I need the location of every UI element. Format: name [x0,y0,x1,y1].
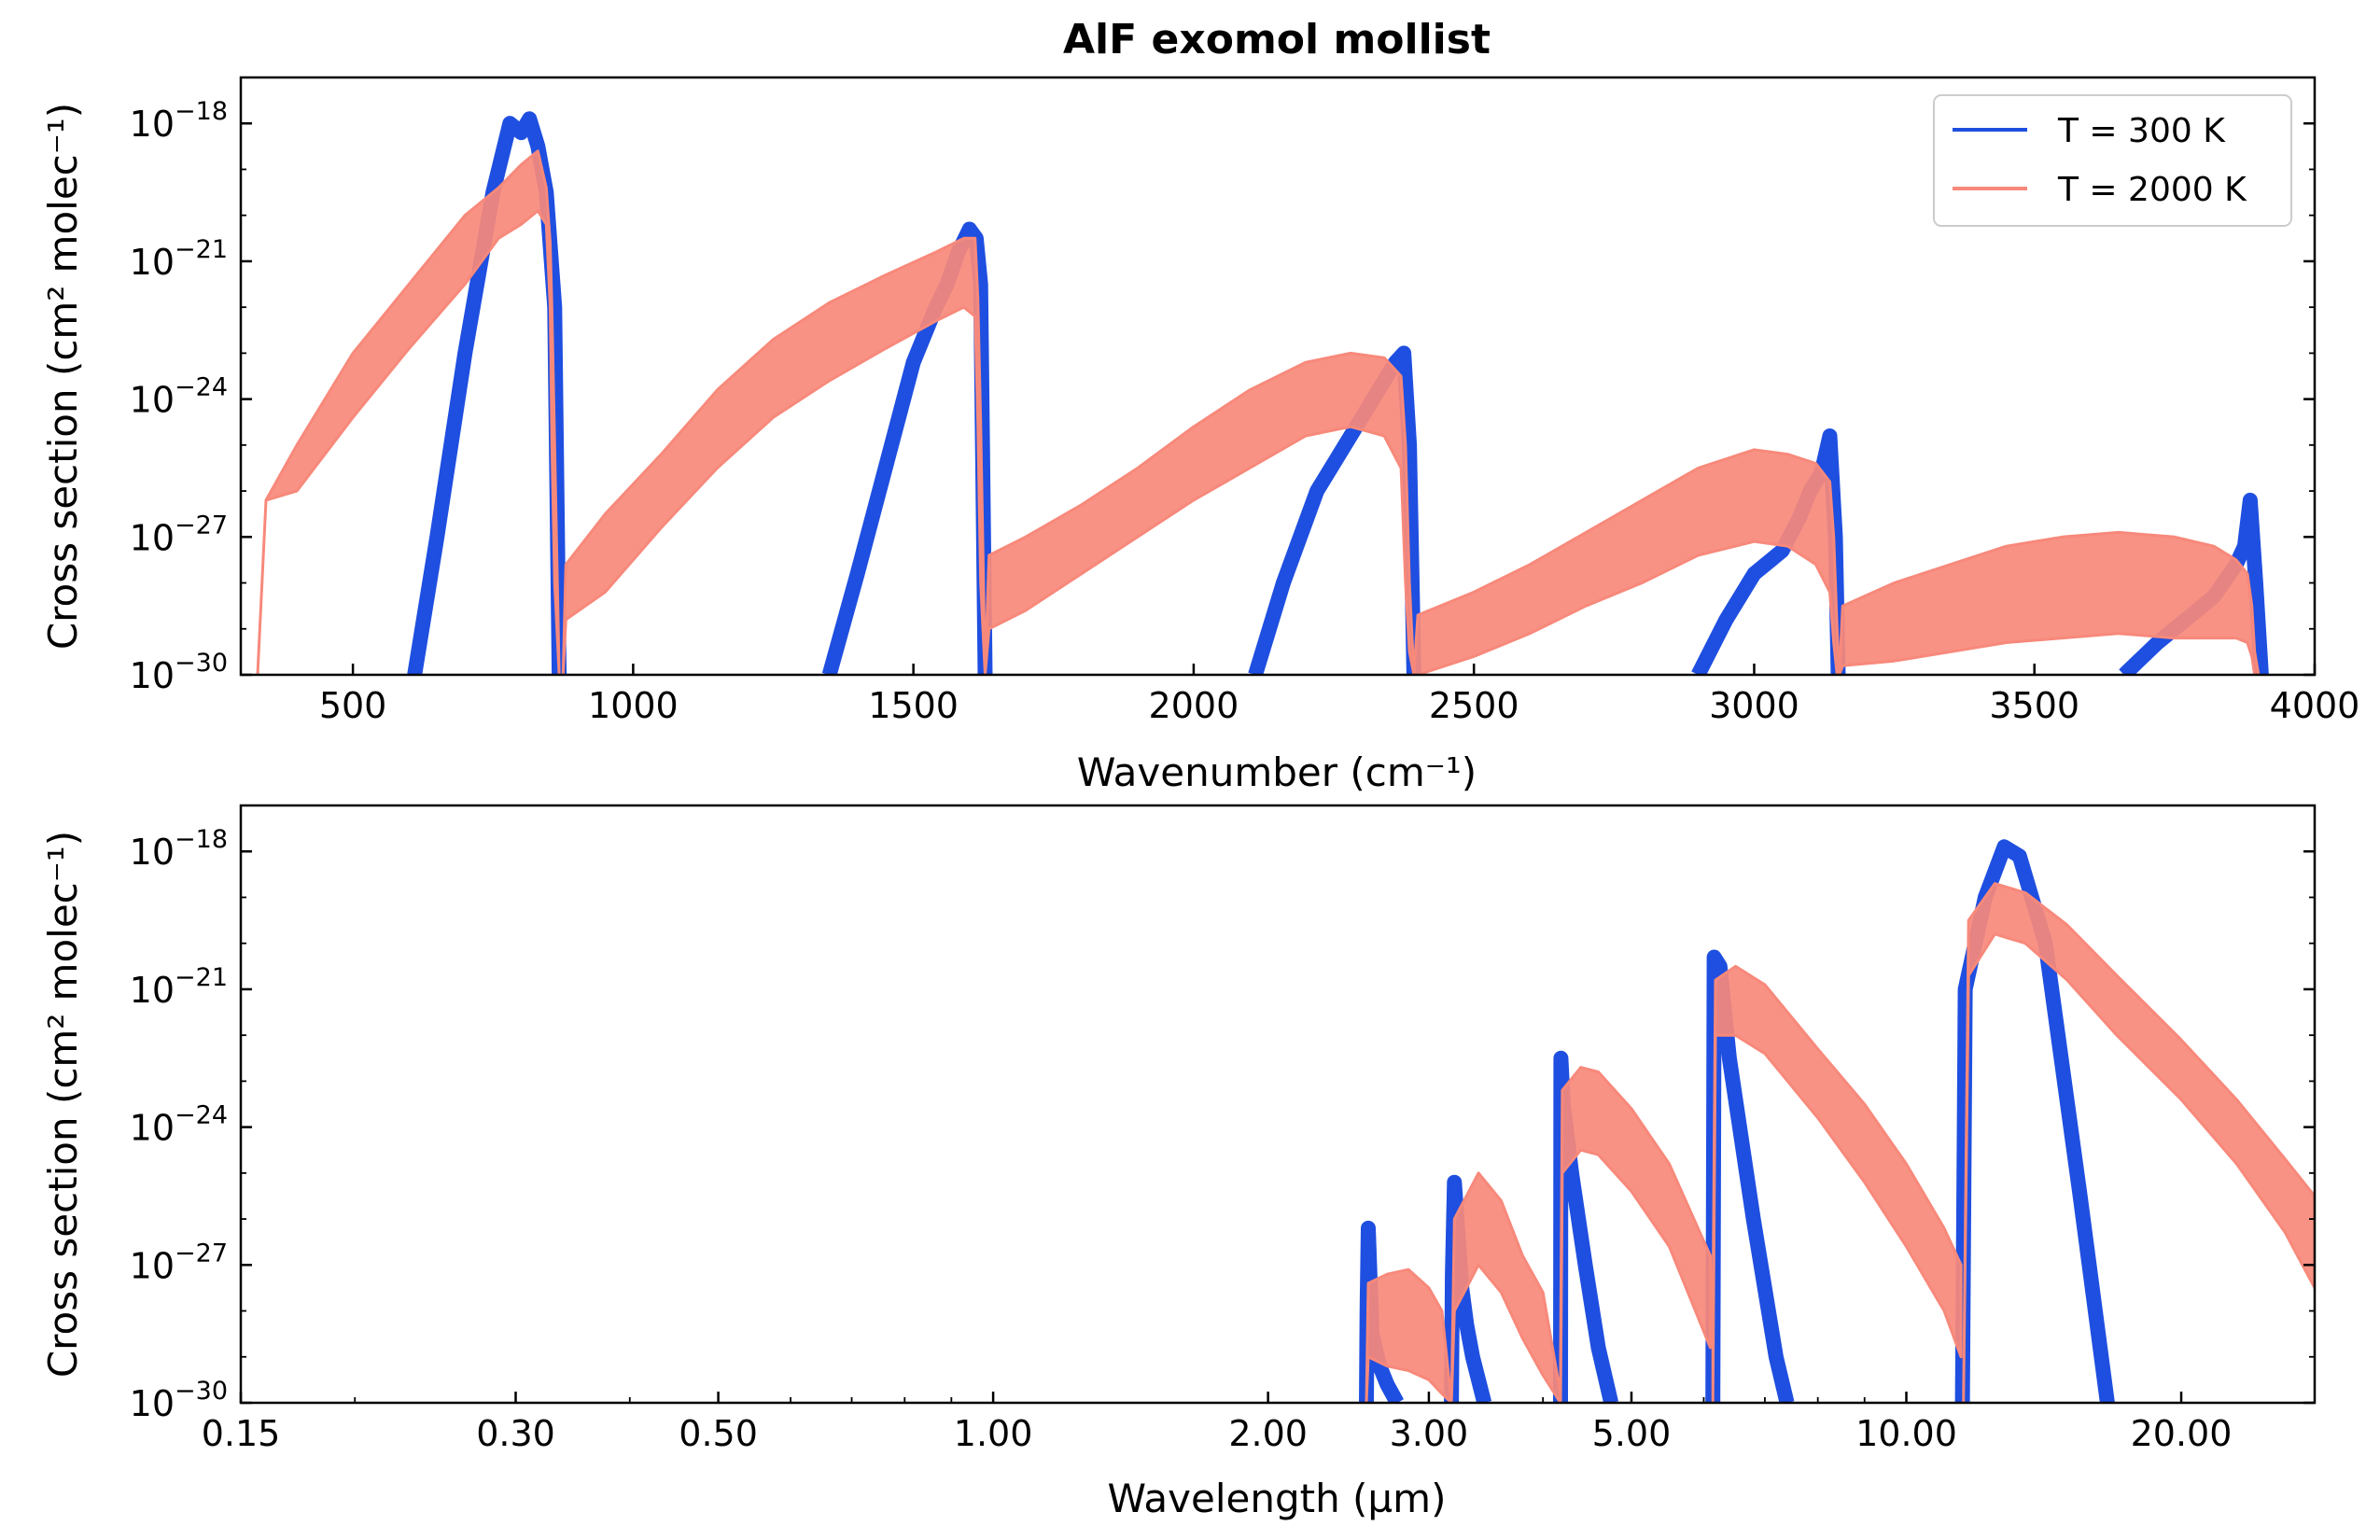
legend-label-300k: T = 300 K [2057,112,2226,150]
wavenumber-x-axis-label: Wavenumber (cm⁻¹) [1077,749,1477,795]
chart-title: AlF exomol mollist [1063,16,1491,63]
band-2000k-0 [1365,1267,1453,1403]
band-300k-2 [1553,1050,1618,1403]
y-tick-label: 10−27 [130,1239,228,1286]
y-tick-label: 10−18 [130,97,228,145]
x-tick-label: 3500 [1989,685,2079,726]
x-tick-label: 0.15 [202,1413,281,1454]
y-tick-label: 10−21 [130,963,228,1011]
wavenumber-plot-area [256,111,2269,675]
y-tick-label: 10−24 [130,373,228,421]
legend-label-2000k: T = 2000 K [2057,171,2247,209]
x-tick-label: 3000 [1709,685,1799,726]
x-tick-label: 0.50 [679,1413,758,1454]
band-2000k-0 [256,149,561,675]
wavelength-y-axis-label: Cross section (cm² molec⁻¹) [40,831,86,1378]
legend: T = 300 K T = 2000 K [1933,94,2292,227]
band-2000k-4 [1962,882,2315,1403]
x-tick-label: 20.00 [2131,1413,2233,1454]
band-300k-3 [1705,949,1795,1403]
y-tick-label: 10−21 [130,235,228,283]
x-tick-label: 4000 [2270,685,2360,726]
band-2000k-4 [1838,530,2261,675]
wavenumber-axes-frame [239,76,2317,677]
x-tick-label: 2500 [1429,685,1519,726]
wavenumber-y-axis-label: Cross section (cm² molec⁻¹) [40,103,86,650]
wavelength-x-ticks: 0.15 0.30 0.50 1.00 2.00 3.00 5.00 10.00 20.00 [202,1392,2233,1454]
y-tick-label: 10−27 [130,511,228,558]
band-2000k-2 [984,351,1416,675]
wavenumber-x-ticks: 500 1000 1500 2000 2500 3000 3500 4000 [319,664,2360,726]
wavenumber-y-ticks: 10−18 10−21 10−24 10−27 10−30 [130,77,2315,696]
band-2000k-1 [561,236,987,675]
x-tick-label: 3.00 [1390,1413,1469,1454]
x-tick-label: 10.00 [1855,1413,1957,1454]
x-tick-label: 0.30 [476,1413,555,1454]
wavelength-x-axis-label: Wavelength (µm) [1108,1476,1447,1521]
wavelength-panel: 0.15 0.30 0.50 1.00 2.00 3.00 5.00 10.00 20.00 1… [40,804,2317,1521]
band-2000k-2 [1559,1066,1712,1403]
x-tick-label: 1000 [588,685,679,726]
x-tick-label: 5.00 [1592,1413,1672,1454]
y-tick-label: 10−30 [130,1377,228,1424]
y-tick-label: 10−24 [130,1101,228,1149]
y-tick-label: 10−18 [130,825,228,873]
wavelength-plot-area [1359,839,2315,1403]
x-tick-label: 2000 [1149,685,1239,726]
wavelength-axes-frame [239,804,2317,1405]
x-tick-label: 1.00 [954,1413,1033,1454]
y-tick-label: 10−30 [130,649,228,696]
x-tick-label: 1500 [868,685,959,726]
wavelength-y-ticks: 10−18 10−21 10−24 10−27 10−30 [130,805,2315,1424]
band-2000k-3 [1412,448,1841,675]
x-tick-label: 500 [319,685,387,726]
wavenumber-panel: 500 1000 1500 2000 2500 3000 3500 4000 10−1810−… [40,76,2360,795]
band-2000k-3 [1711,964,1963,1403]
x-tick-label: 2.00 [1228,1413,1308,1454]
